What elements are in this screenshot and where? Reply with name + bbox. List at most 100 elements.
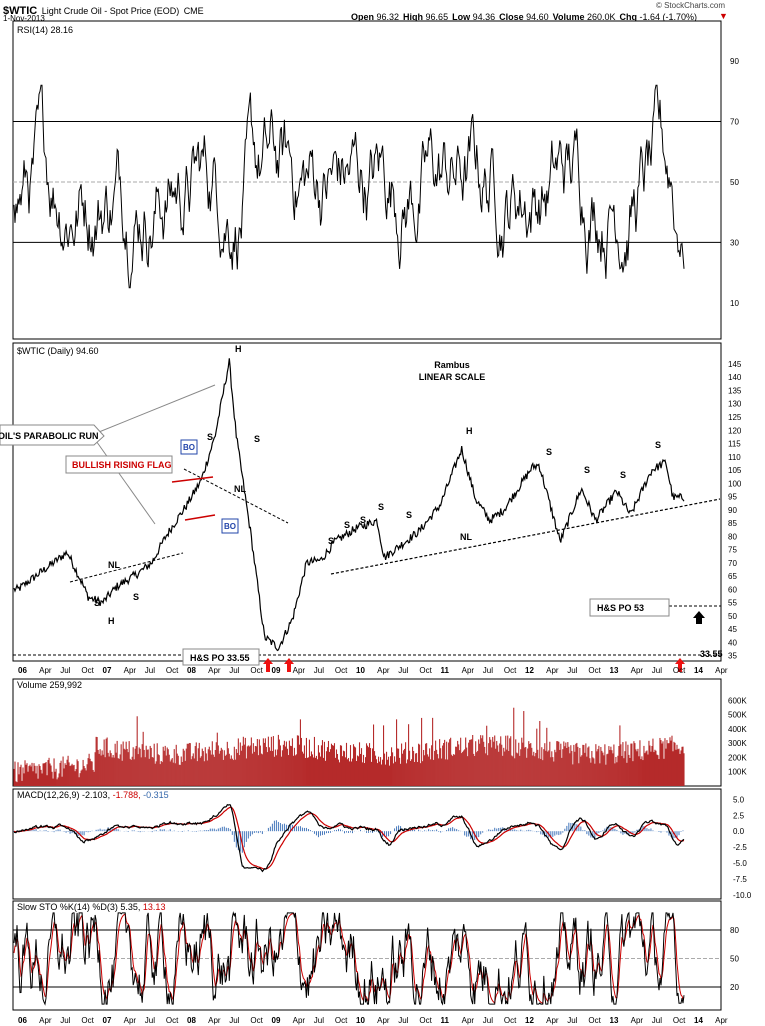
x-axis-label: Apr (39, 1016, 52, 1025)
x-axis-label: 10 (356, 1016, 365, 1025)
volume-panel: Volume 259,992 600K 500K 400K 300K 200K 100K (12, 678, 747, 787)
x-axis-label: Apr (293, 666, 306, 675)
watermark-author: Rambus (434, 360, 470, 370)
flag-box (65, 455, 173, 474)
x-axis-label: Oct (504, 666, 517, 675)
callout-line (93, 384, 216, 435)
shoulder-label: S (344, 520, 350, 530)
price-ytick: 130 (728, 400, 742, 409)
neckline-2009-2013 (330, 498, 721, 575)
price-ytick: 145 (728, 360, 742, 369)
macd-ytick: 5.0 (733, 795, 745, 804)
x-axis-label: Apr (631, 666, 644, 675)
x-axis-label: Jul (567, 666, 577, 675)
bo-label: BO (183, 443, 195, 452)
flag-lower-line (184, 514, 216, 521)
bo-box (180, 439, 198, 455)
x-axis-label: Jul (398, 666, 408, 675)
volume-ytick: 300K (728, 739, 747, 748)
x-axis-label: 11 (441, 1016, 450, 1025)
x-axis-label: Oct (673, 666, 686, 675)
shoulder-label: S (584, 465, 590, 475)
x-axis-label: Apr (631, 1016, 644, 1025)
x-axis-label: 08 (187, 1016, 196, 1025)
macd-ytick: -7.5 (733, 875, 747, 884)
stat-high: High 96.65 (403, 12, 449, 22)
shoulder-label: S (406, 510, 412, 520)
volume-ytick: 500K (728, 711, 747, 720)
shoulder-label: S (360, 515, 366, 525)
rsi-title: RSI(14) 28.16 (17, 25, 73, 35)
x-axis-label: Apr (39, 666, 52, 675)
x-axis-label: Oct (673, 1016, 686, 1025)
x-axis-label: Apr (546, 666, 559, 675)
price-ytick: 120 (728, 426, 742, 435)
hs-po-low-label: H&S PO 33.55 (190, 653, 250, 663)
x-axis-label: 13 (610, 1016, 619, 1025)
shoulder-label: S (207, 432, 213, 442)
stat-open: Open 96.32 (351, 12, 400, 22)
macd-ytick: -2.5 (733, 843, 747, 852)
x-axis-label: 14 (694, 1016, 703, 1025)
x-axis-label: Oct (166, 1016, 179, 1025)
x-axis-label: 07 (103, 666, 112, 675)
x-axis-label: Jul (145, 1016, 155, 1025)
chart-date: 1-Nov-2013 (3, 14, 45, 23)
head-label: H (108, 616, 115, 626)
x-axis-label: Oct (504, 1016, 517, 1025)
x-axis-label: 08 (187, 666, 196, 675)
stat-chg: Chg -1.64 (-1.70%) (619, 12, 698, 22)
price-ytick: 125 (728, 413, 742, 422)
price-ytick: 85 (728, 519, 737, 528)
x-axis-label: Apr (462, 1016, 475, 1025)
price-ytick: 40 (728, 638, 737, 647)
x-axis-label: Jul (60, 666, 70, 675)
macd-ytick: -10.0 (733, 891, 752, 900)
parabolic-label: OIL'S PARABOLIC RUN (0, 431, 98, 441)
x-axis-label: 09 (272, 666, 281, 675)
hs-po-high-box (589, 598, 670, 617)
head-label: H (235, 344, 242, 354)
x-axis-label: Apr (462, 666, 475, 675)
quote-stats: Open 96.32 High 96.65 Low 94.36 Close 94.60… (351, 12, 701, 22)
x-axis-label: Oct (81, 666, 94, 675)
price-ytick: 75 (728, 546, 737, 555)
price-ytick: 140 (728, 373, 742, 382)
volume-title: Volume 259,992 (17, 680, 82, 690)
shoulder-label: S (94, 598, 100, 608)
price-ytick: 50 (728, 612, 737, 621)
rsi-ytick: 70 (730, 118, 739, 127)
macd-title-params: MACD(12,26,9) (17, 790, 80, 800)
x-axis-label: Jul (483, 666, 493, 675)
macd-title: MACD(12,26,9) -2.103, -1.788, -0.315 (17, 790, 169, 800)
x-axis-label: 10 (356, 666, 365, 675)
callout-line (93, 437, 156, 525)
macd-panel: MACD(12,26,9) -2.103, -1.788, -0.315 5.0… (12, 788, 752, 900)
macd-ytick: 2.5 (733, 811, 745, 820)
rsi-line (13, 84, 685, 289)
x-axis-label: Apr (377, 1016, 390, 1025)
macd-title-hist: -0.315 (143, 790, 169, 800)
up-arrow-icon (284, 658, 294, 672)
shoulder-label: S (655, 440, 661, 450)
parabolic-callout-box (0, 424, 105, 446)
macd-ytick: 0.0 (733, 827, 745, 836)
up-arrow-icon (263, 658, 273, 672)
x-axis-label: Apr (293, 1016, 306, 1025)
x-axis-label: Oct (166, 666, 179, 675)
stat-low: Low 94.36 (452, 12, 496, 22)
x-axis-label: Oct (250, 666, 263, 675)
bo-box (221, 518, 239, 534)
price-ytick: 90 (728, 506, 737, 515)
sto-ytick: 20 (730, 983, 739, 992)
sto-panel: Slow STO %K(14) %D(3) 5.35, 13.13 80 50 20… (12, 900, 739, 1025)
price-ytick: 105 (728, 466, 742, 475)
x-axis-label: Jul (483, 1016, 493, 1025)
macd-line (13, 803, 685, 873)
flag-label: BULLISH RISING FLAG (72, 460, 172, 470)
price-line (13, 358, 685, 652)
volume-ytick: 600K (728, 696, 747, 705)
title-line: $WTIC Light Crude Oil - Spot Price (EOD)… (3, 1, 204, 19)
x-axis-label: Jul (398, 1016, 408, 1025)
shoulder-label: S (254, 434, 260, 444)
